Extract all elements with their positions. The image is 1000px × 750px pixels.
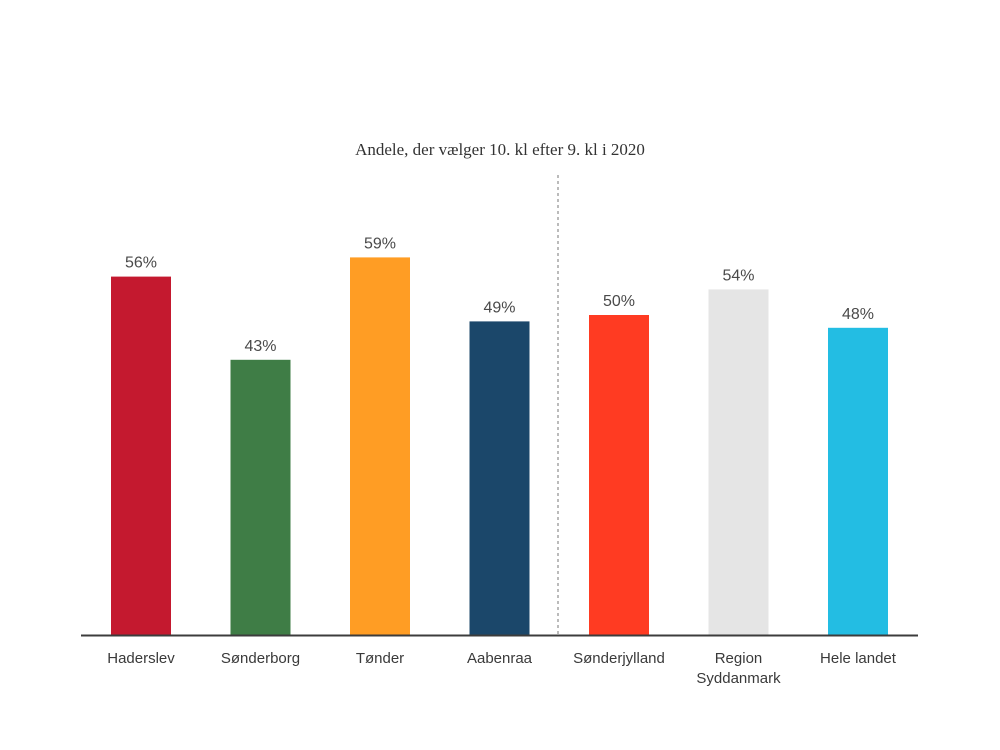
category-label-2: Tønder	[356, 650, 404, 667]
category-label-1: Sønderborg	[221, 650, 300, 667]
category-label-4: Sønderjylland	[573, 650, 665, 667]
bar-1	[230, 359, 291, 635]
category-label-5-line-1: Syddanmark	[696, 670, 781, 687]
category-label-0: Haderslev	[107, 650, 175, 667]
bar-4	[589, 315, 649, 635]
bar-6	[828, 327, 888, 635]
value-label-2: 59%	[364, 235, 396, 252]
category-labels: Haderslev Sønderborg Tønder Aabenraa Sønderj…	[107, 650, 897, 687]
value-label-0: 56%	[125, 255, 157, 272]
value-label-6: 48%	[842, 306, 874, 323]
chart-title: Andele, der vælger 10. kl efter 9. kl i …	[355, 140, 645, 159]
value-label-3: 49%	[483, 299, 515, 316]
bar-3	[469, 321, 530, 635]
value-label-5: 54%	[722, 267, 754, 284]
category-label-6: Hele landet	[820, 650, 897, 667]
bar-5	[708, 289, 769, 635]
category-label-3: Aabenraa	[467, 650, 533, 667]
value-label-4: 50%	[603, 293, 635, 310]
value-labels: 56% 43% 59% 49% 50% 54% 48%	[125, 235, 874, 354]
category-label-5-line-0: Region	[715, 650, 763, 667]
bars	[111, 257, 888, 635]
bar-0	[111, 276, 171, 635]
value-label-1: 43%	[244, 338, 276, 355]
bar-2	[350, 257, 410, 635]
